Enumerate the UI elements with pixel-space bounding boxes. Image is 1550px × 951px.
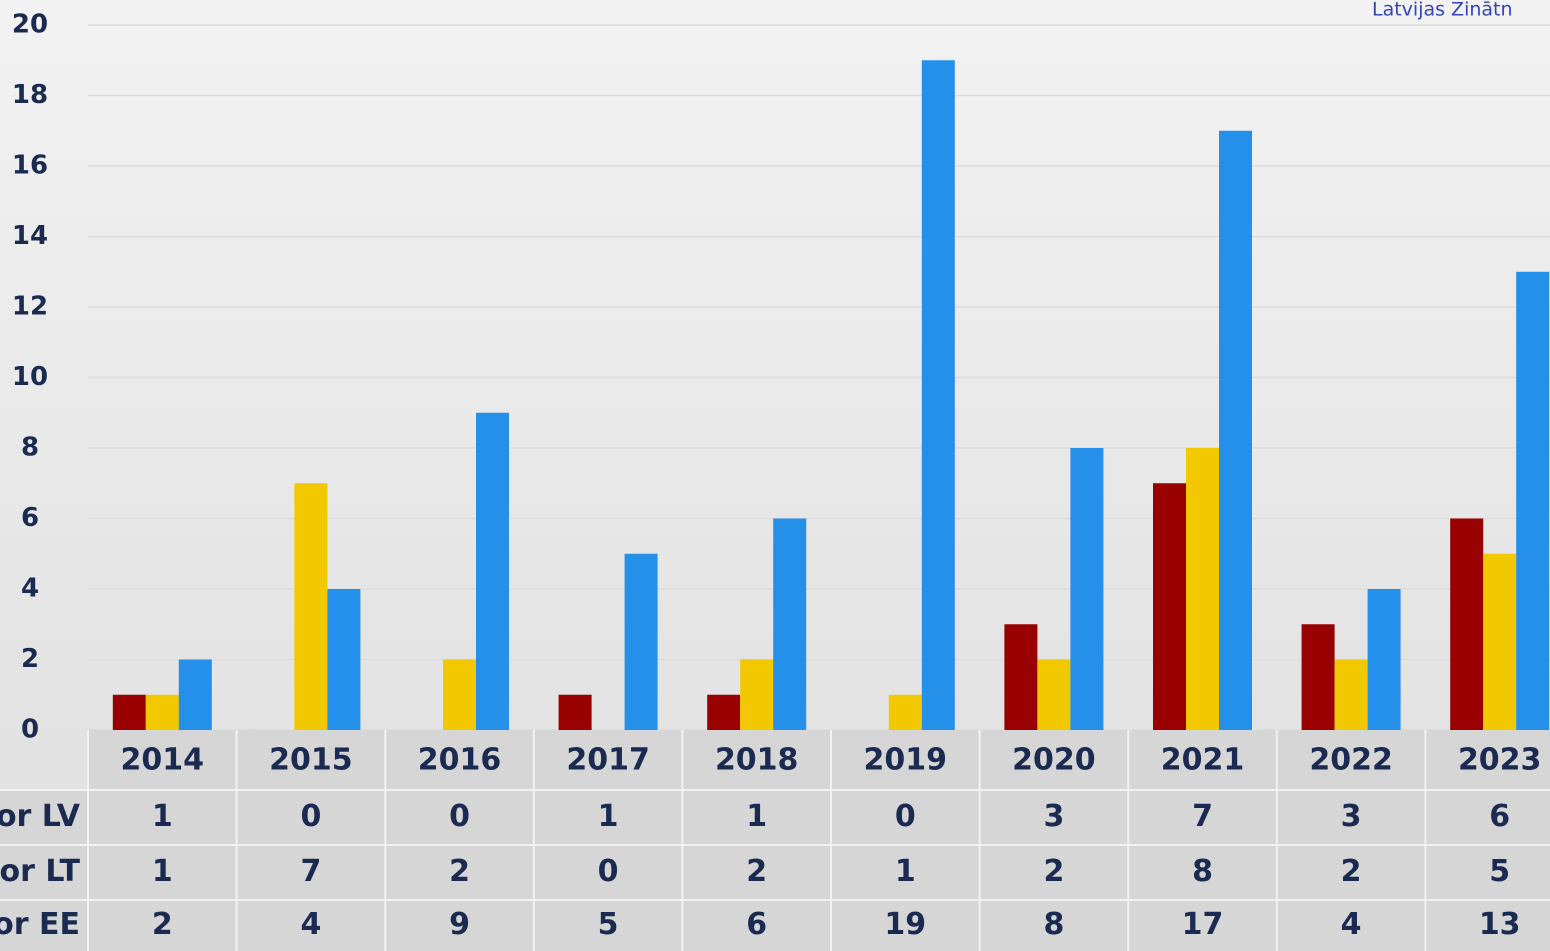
y-tick-label: 14 — [12, 221, 48, 251]
bar — [921, 60, 955, 730]
x-tick-label: 2019 — [864, 743, 948, 778]
table-cell: 1 — [152, 854, 173, 889]
table-cell: 3 — [1043, 799, 1064, 834]
x-tick-label: 2020 — [1012, 743, 1096, 778]
table-cell: 2 — [746, 854, 767, 889]
table-cell: 1 — [895, 854, 916, 889]
table-cell: 4 — [1341, 907, 1362, 942]
table-cell: 2 — [1043, 854, 1064, 889]
bar — [1070, 448, 1104, 730]
bar — [327, 589, 361, 730]
bar — [1037, 659, 1071, 730]
bar — [1186, 448, 1219, 730]
table-body — [88, 730, 1550, 951]
table-cell: 4 — [300, 907, 321, 942]
y-tick-label: 6 — [21, 503, 39, 533]
x-tick-label: 2023 — [1458, 743, 1542, 778]
table-cell: 1 — [598, 799, 619, 834]
y-tick-label: 16 — [12, 151, 48, 181]
y-tick-label: 18 — [12, 80, 48, 110]
table-rowhead — [0, 790, 88, 951]
source-note: Latvijas Zinātn — [1372, 0, 1513, 21]
table-cell: 17 — [1182, 907, 1224, 942]
bar — [624, 553, 658, 730]
table-cell: 7 — [300, 854, 321, 889]
table-cell: 8 — [1192, 854, 1213, 889]
x-tick-label: 2016 — [418, 743, 502, 778]
table-cell: 7 — [1192, 799, 1213, 834]
table-cell: 5 — [1489, 854, 1510, 889]
row-label: or LV — [0, 799, 81, 834]
x-tick-label: 2021 — [1161, 743, 1245, 778]
bar — [740, 659, 774, 730]
bar — [1153, 483, 1186, 730]
bar — [707, 694, 741, 730]
x-tick-label: 2018 — [715, 743, 799, 778]
table-cell: 1 — [746, 799, 767, 834]
table-cell: 2 — [449, 854, 470, 889]
table-cell: 13 — [1479, 907, 1521, 942]
y-tick-label: 10 — [12, 362, 48, 392]
bar — [773, 518, 807, 730]
bar — [1367, 589, 1401, 730]
bar — [294, 483, 328, 730]
table-cell: 6 — [1489, 799, 1510, 834]
bar — [558, 694, 592, 730]
table-cell: 6 — [746, 907, 767, 942]
y-tick-label: 8 — [21, 433, 39, 463]
bar — [1219, 130, 1252, 730]
table-cell: 3 — [1341, 799, 1362, 834]
y-tick-label: 0 — [21, 715, 39, 745]
bar — [443, 659, 476, 730]
table-cell: 2 — [152, 907, 173, 942]
x-tick-label: 2014 — [121, 743, 205, 778]
row-label: or EE — [0, 907, 80, 942]
bar — [888, 694, 922, 730]
bar — [1516, 271, 1550, 730]
table-cell: 19 — [884, 907, 926, 942]
y-tick-label: 2 — [21, 644, 39, 674]
table-cell: 2 — [1341, 854, 1362, 889]
bar — [145, 694, 179, 730]
y-tick-label: 12 — [12, 292, 48, 322]
x-tick-label: 2017 — [566, 743, 650, 778]
bar — [178, 659, 212, 730]
bar — [112, 694, 146, 730]
table-cell: 0 — [598, 854, 619, 889]
table-cell: 9 — [449, 907, 470, 942]
bar — [1004, 624, 1038, 730]
table-cell: 0 — [449, 799, 470, 834]
bar — [1301, 624, 1335, 730]
table-cell: 5 — [598, 907, 619, 942]
bar — [476, 412, 509, 730]
table-cell: 8 — [1043, 907, 1064, 942]
table-cell: 0 — [300, 799, 321, 834]
y-tick-label: 4 — [21, 574, 39, 604]
bar — [1483, 553, 1517, 730]
row-label: or LT — [0, 854, 81, 889]
x-tick-label: 2022 — [1309, 743, 1393, 778]
y-tick-label: 20 — [12, 10, 48, 40]
table-cell: 0 — [895, 799, 916, 834]
x-tick-label: 2015 — [269, 743, 353, 778]
bar — [1334, 659, 1368, 730]
bar — [1450, 518, 1484, 730]
table-cell: 1 — [152, 799, 173, 834]
